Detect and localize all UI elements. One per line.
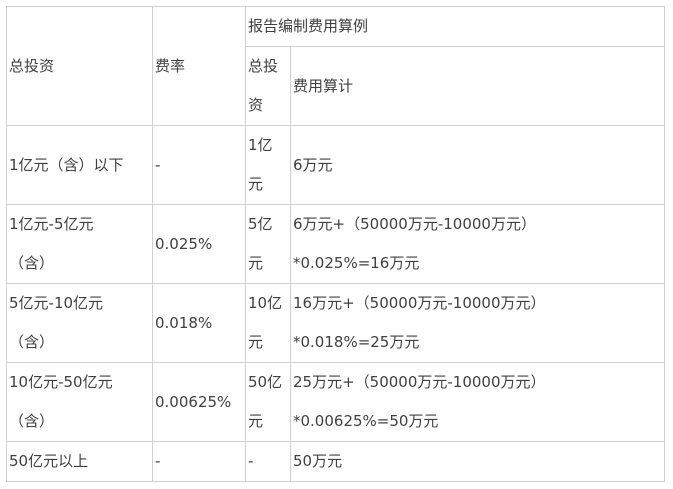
cell-range: 10亿元-50亿元 （含） <box>6 362 153 442</box>
header-total-investment: 总投资 <box>6 6 153 126</box>
cell-rate: 0.00625% <box>152 362 246 442</box>
cell-rate: 0.018% <box>152 283 246 363</box>
header-example-cost: 费用算计 <box>289 46 666 126</box>
cell-investment: - <box>245 441 291 482</box>
table-row: 1亿元（含）以下 - 1亿 元 6万元 <box>6 125 666 205</box>
cell-investment: 50亿 元 <box>245 362 291 442</box>
cell-range: 5亿元-10亿元 （含） <box>6 283 153 363</box>
cell-investment: 1亿 元 <box>245 125 291 205</box>
cell-cost: 25万元+（50000万元-10000万元） *0.00625%=50万元 <box>289 362 666 442</box>
cell-range: 50亿元以上 <box>6 441 153 482</box>
cell-rate: - <box>152 125 246 205</box>
cell-investment: 5亿 元 <box>245 204 291 284</box>
cell-rate: 0.025% <box>152 204 246 284</box>
cell-range: 1亿元-5亿元 （含） <box>6 204 153 284</box>
table-row: 10亿元-50亿元 （含） 0.00625% 50亿 元 25万元+（50000… <box>6 362 666 442</box>
cell-investment: 10亿 元 <box>245 283 291 363</box>
cell-cost: 16万元+（50000万元-10000万元） *0.018%=25万元 <box>289 283 666 363</box>
cell-cost: 50万元 <box>289 441 666 482</box>
cell-rate: - <box>152 441 246 482</box>
cell-range: 1亿元（含）以下 <box>6 125 153 205</box>
header-example-total-investment: 总投 资 <box>245 46 291 126</box>
cell-cost: 6万元 <box>289 125 666 205</box>
table-row: 5亿元-10亿元 （含） 0.018% 10亿 元 16万元+（50000万元-… <box>6 283 666 363</box>
fee-table: 总投资 费率 报告编制费用算例 总投 资 费用算计 1亿元（含）以下 - 1亿 … <box>6 6 666 482</box>
header-rate: 费率 <box>152 6 246 126</box>
table-row: 1亿元-5亿元 （含） 0.025% 5亿 元 6万元+（50000万元-100… <box>6 204 666 284</box>
cell-cost: 6万元+（50000万元-10000万元） *0.025%=16万元 <box>289 204 666 284</box>
table-row: 50亿元以上 - - 50万元 <box>6 441 666 482</box>
header-example-group: 报告编制费用算例 <box>244 6 666 47</box>
